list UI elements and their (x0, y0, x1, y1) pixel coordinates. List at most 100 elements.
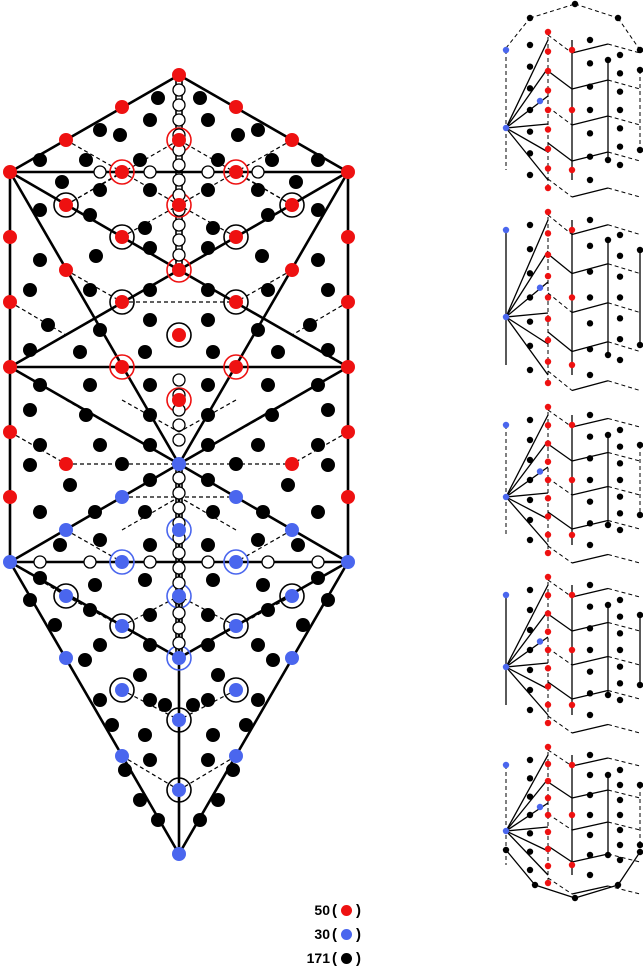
solid-edge (571, 224, 609, 236)
right-node (526, 245, 534, 253)
dashed-edge (607, 789, 641, 799)
right-node (586, 176, 594, 184)
node-dot (93, 638, 107, 652)
solid-edge (547, 845, 573, 863)
dashed-edge (607, 115, 641, 126)
right-node (586, 411, 594, 419)
node-dot (3, 360, 17, 374)
node-dot (143, 608, 157, 622)
dashed-edge (65, 399, 123, 433)
dashed-edge (235, 529, 293, 563)
right-node (502, 421, 510, 429)
dashed-edge (547, 877, 573, 895)
right-node (586, 476, 594, 484)
node-ring (109, 159, 135, 185)
right-node (616, 493, 624, 500)
dashed-edge (9, 301, 67, 336)
right-node (544, 573, 552, 581)
dashed-edge (505, 17, 531, 49)
node-dot (201, 183, 215, 197)
node-dot (3, 555, 17, 569)
dashed-edge (547, 715, 573, 734)
right-node (616, 613, 624, 620)
node-dot (138, 728, 152, 742)
right-node (614, 881, 622, 889)
hollow-node (172, 486, 186, 500)
right-node (616, 125, 624, 132)
right-node (586, 811, 594, 819)
right-node (586, 541, 594, 549)
solid-edge (571, 187, 609, 198)
node-dot (23, 403, 37, 417)
right-node (616, 273, 624, 280)
node-dot (226, 763, 240, 777)
node-dot (115, 100, 129, 114)
right-node (616, 811, 624, 819)
solid-edge (505, 250, 549, 318)
right-node (544, 422, 552, 429)
right-node (616, 630, 624, 637)
right-node (544, 251, 552, 258)
right-node (586, 130, 594, 137)
right-node (544, 48, 552, 55)
right-node (544, 28, 552, 36)
right-node (544, 845, 552, 853)
legend-row-blue: 30 ( ) (296, 922, 416, 946)
right-node (604, 431, 612, 439)
node-dot (78, 653, 92, 667)
hollow-node (172, 471, 186, 485)
node-dot (133, 668, 147, 682)
right-node (526, 756, 534, 764)
node-dot (172, 783, 186, 797)
legend-count-red: 50 (314, 902, 330, 918)
right-node (502, 846, 510, 854)
right-node (616, 252, 624, 260)
node-dot (33, 438, 47, 452)
right-node (544, 777, 552, 785)
solid-edge (505, 666, 549, 690)
right-node (586, 520, 594, 527)
node-dot (151, 813, 165, 827)
node-dot (115, 749, 129, 763)
node-dot (83, 283, 97, 297)
node-dot (133, 153, 147, 167)
legend-paren-close: ) (356, 901, 361, 919)
node-dot (251, 638, 265, 652)
solid-edge (547, 331, 573, 353)
right-node (544, 126, 552, 133)
right-node (544, 272, 552, 280)
right-node (502, 226, 510, 234)
solid-edge (505, 219, 549, 318)
right-node (586, 216, 594, 224)
right-node (616, 663, 624, 670)
hollow-node (261, 555, 275, 569)
node-dot (229, 100, 243, 114)
legend-paren-close: ) (356, 949, 361, 967)
node-ring (279, 583, 305, 609)
hollow-node (251, 165, 265, 179)
hollow-node (172, 218, 186, 232)
node-dot (251, 438, 265, 452)
solid-edge (8, 561, 181, 855)
right-node (544, 811, 552, 819)
node-dot (211, 668, 225, 682)
solid-edge (571, 821, 609, 831)
hollow-node (93, 165, 107, 179)
right-node (636, 441, 643, 449)
node-dot (201, 638, 215, 652)
right-node (586, 751, 594, 759)
node-dot (133, 793, 147, 807)
right-node (544, 592, 552, 599)
solid-edge (547, 443, 573, 462)
right-node (544, 106, 552, 114)
dashed-edge (607, 79, 641, 90)
node-dot (59, 589, 73, 603)
right-node (616, 161, 624, 169)
red-dot-icon (341, 904, 352, 916)
solid-edge (505, 312, 549, 318)
dashed-edge (65, 529, 123, 563)
right-node (586, 668, 594, 675)
right-node (544, 145, 552, 153)
node-dot (201, 241, 215, 255)
node-dot (341, 165, 355, 179)
